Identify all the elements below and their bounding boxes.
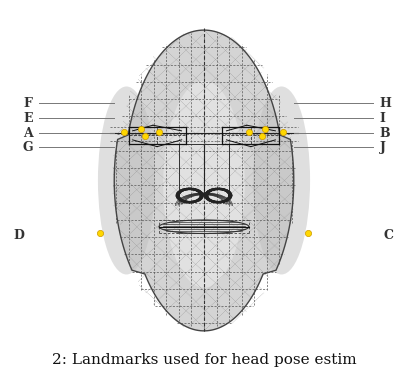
Ellipse shape [253, 86, 310, 274]
Polygon shape [114, 30, 294, 331]
Ellipse shape [98, 86, 155, 274]
Text: D: D [13, 229, 24, 241]
Text: J: J [379, 141, 385, 154]
Ellipse shape [163, 81, 245, 288]
Text: B: B [379, 127, 390, 140]
Text: F: F [24, 97, 33, 110]
Text: C: C [384, 229, 394, 241]
Text: E: E [23, 112, 33, 125]
Text: 2: Landmarks used for head pose estim: 2: Landmarks used for head pose estim [52, 353, 356, 367]
Text: A: A [23, 127, 33, 140]
Text: I: I [379, 112, 385, 125]
Text: G: G [22, 141, 33, 154]
Text: H: H [379, 97, 391, 110]
